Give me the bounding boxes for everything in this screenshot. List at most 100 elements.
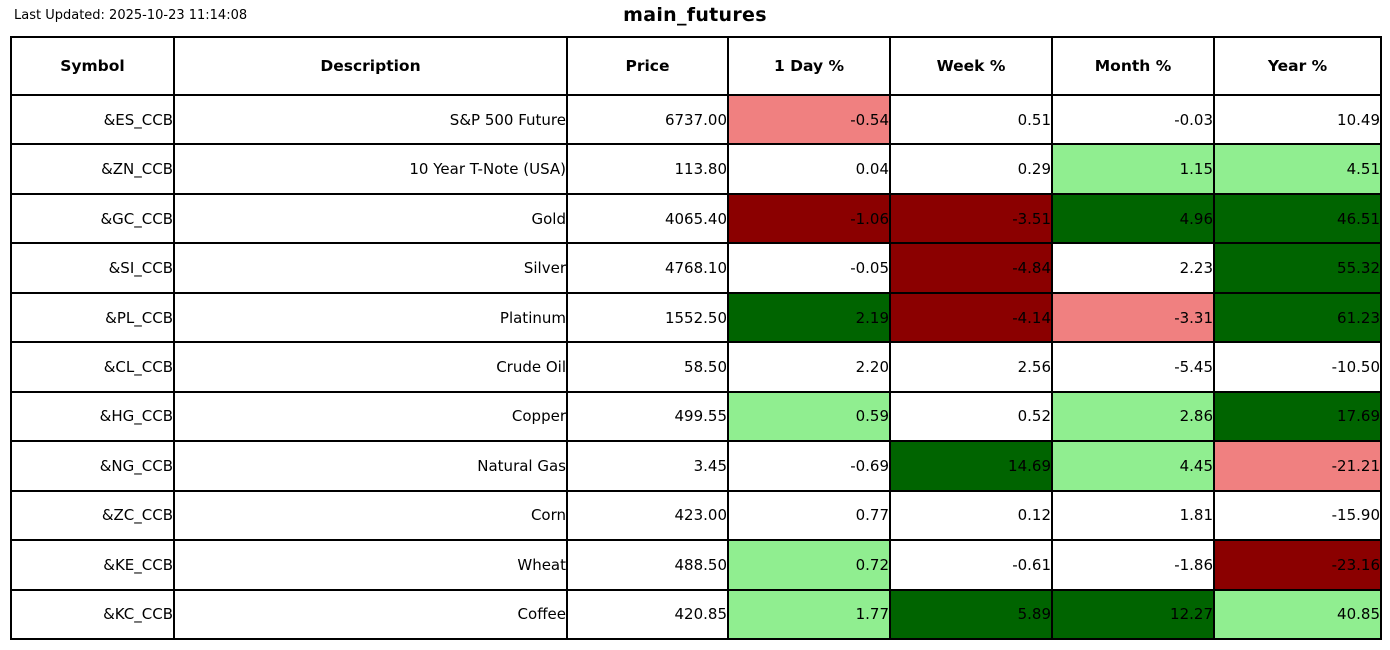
cell-year: 55.32 — [1213, 242, 1382, 294]
cell-symbol: &KE_CCB — [10, 539, 175, 591]
cell-1day: -0.05 — [727, 242, 891, 294]
futures-table-body: &ES_CCB S&P 500 Future 6737.00 -0.54 0.51 -0.… — [10, 93, 1382, 641]
cell-symbol: &CL_CCB — [10, 341, 175, 393]
last-updated-label: Last Updated: 2025-10-23 11:14:08 — [14, 8, 248, 23]
cell-year: 4.51 — [1213, 143, 1382, 195]
cell-description: 10 Year T-Note (USA) — [173, 143, 568, 195]
cell-year: -21.21 — [1213, 440, 1382, 492]
cell-1day: 2.20 — [727, 341, 891, 393]
cell-month: 1.15 — [1051, 143, 1215, 195]
cell-description: Wheat — [173, 539, 568, 591]
cell-year: 10.49 — [1213, 93, 1382, 146]
cell-price: 3.45 — [566, 440, 729, 492]
cell-year: -10.50 — [1213, 341, 1382, 393]
cell-symbol: &ES_CCB — [10, 93, 175, 146]
cell-price: 499.55 — [566, 390, 729, 443]
cell-symbol: &PL_CCB — [10, 291, 175, 344]
cell-week: 0.51 — [889, 93, 1053, 146]
column-header-price: Price — [566, 36, 729, 96]
cell-month: 2.23 — [1051, 242, 1215, 294]
table-row: &SI_CCB Silver 4768.10 -0.05 -4.84 2.23 55.32 — [10, 242, 1382, 294]
cell-symbol: &ZN_CCB — [10, 143, 175, 195]
cell-week: 0.12 — [889, 489, 1053, 542]
table-row: &NG_CCB Natural Gas 3.45 -0.69 14.69 4.45 -21.… — [10, 440, 1382, 492]
cell-week: -0.61 — [889, 539, 1053, 591]
cell-symbol: &KC_CCB — [10, 588, 175, 641]
cell-week: 0.52 — [889, 390, 1053, 443]
futures-table: Symbol Description Price 1 Day % Week % … — [10, 36, 1382, 641]
table-row: &GC_CCB Gold 4065.40 -1.06 -3.51 4.96 46.51 — [10, 192, 1382, 245]
cell-week: -3.51 — [889, 192, 1053, 245]
table-row: &HG_CCB Copper 499.55 0.59 0.52 2.86 17.69 — [10, 390, 1382, 443]
cell-description: Gold — [173, 192, 568, 245]
cell-month: 1.81 — [1051, 489, 1215, 542]
cell-price: 423.00 — [566, 489, 729, 542]
cell-symbol: &GC_CCB — [10, 192, 175, 245]
cell-description: Corn — [173, 489, 568, 542]
cell-month: 4.96 — [1051, 192, 1215, 245]
column-header-month: Month % — [1051, 36, 1215, 96]
cell-week: 5.89 — [889, 588, 1053, 641]
cell-year: 40.85 — [1213, 588, 1382, 641]
cell-1day: 0.59 — [727, 390, 891, 443]
cell-price: 420.85 — [566, 588, 729, 641]
cell-1day: 0.04 — [727, 143, 891, 195]
table-row: &ES_CCB S&P 500 Future 6737.00 -0.54 0.51 -0.… — [10, 93, 1382, 146]
cell-description: Coffee — [173, 588, 568, 641]
cell-week: 2.56 — [889, 341, 1053, 393]
cell-1day: 0.77 — [727, 489, 891, 542]
cell-price: 488.50 — [566, 539, 729, 591]
column-header-week: Week % — [889, 36, 1053, 96]
cell-description: Copper — [173, 390, 568, 443]
table-header: Symbol Description Price 1 Day % Week % … — [10, 36, 1382, 96]
cell-symbol: &NG_CCB — [10, 440, 175, 492]
cell-month: -0.03 — [1051, 93, 1215, 146]
table-row: &PL_CCB Platinum 1552.50 2.19 -4.14 -3.31 61.2… — [10, 291, 1382, 344]
cell-1day: -1.06 — [727, 192, 891, 245]
page-title: main_futures — [623, 4, 767, 26]
cell-description: Platinum — [173, 291, 568, 344]
cell-1day: 1.77 — [727, 588, 891, 641]
cell-year: 17.69 — [1213, 390, 1382, 443]
column-header-1day: 1 Day % — [727, 36, 891, 96]
cell-1day: 0.72 — [727, 539, 891, 591]
cell-description: Silver — [173, 242, 568, 294]
cell-price: 4768.10 — [566, 242, 729, 294]
cell-year: 61.23 — [1213, 291, 1382, 344]
cell-1day: -0.69 — [727, 440, 891, 492]
cell-month: 12.27 — [1051, 588, 1215, 641]
cell-price: 113.80 — [566, 143, 729, 195]
cell-description: S&P 500 Future — [173, 93, 568, 146]
cell-month: -5.45 — [1051, 341, 1215, 393]
column-header-symbol: Symbol — [10, 36, 175, 96]
table-row: &CL_CCB Crude Oil 58.50 2.20 2.56 -5.45 -10.50 — [10, 341, 1382, 393]
table-row: &KC_CCB Coffee 420.85 1.77 5.89 12.27 40.85 — [10, 588, 1382, 641]
cell-month: -3.31 — [1051, 291, 1215, 344]
cell-symbol: &SI_CCB — [10, 242, 175, 294]
table-row: &ZN_CCB 10 Year T-Note (USA) 113.80 0.04 0.2… — [10, 143, 1382, 195]
cell-price: 58.50 — [566, 341, 729, 393]
cell-month: -1.86 — [1051, 539, 1215, 591]
column-header-description: Description — [173, 36, 568, 96]
cell-1day: 2.19 — [727, 291, 891, 344]
cell-description: Natural Gas — [173, 440, 568, 492]
cell-description: Crude Oil — [173, 341, 568, 393]
cell-1day: -0.54 — [727, 93, 891, 146]
cell-symbol: &ZC_CCB — [10, 489, 175, 542]
cell-year: -15.90 — [1213, 489, 1382, 542]
cell-week: -4.84 — [889, 242, 1053, 294]
table-row: &KE_CCB Wheat 488.50 0.72 -0.61 -1.86 -23.16 — [10, 539, 1382, 591]
header-row: Symbol Description Price 1 Day % Week % … — [10, 36, 1382, 96]
cell-price: 6737.00 — [566, 93, 729, 146]
cell-week: -4.14 — [889, 291, 1053, 344]
cell-year: -23.16 — [1213, 539, 1382, 591]
cell-month: 2.86 — [1051, 390, 1215, 443]
cell-week: 14.69 — [889, 440, 1053, 492]
column-header-year: Year % — [1213, 36, 1382, 96]
cell-price: 1552.50 — [566, 291, 729, 344]
cell-year: 46.51 — [1213, 192, 1382, 245]
table-row: &ZC_CCB Corn 423.00 0.77 0.12 1.81 -15.90 — [10, 489, 1382, 542]
cell-symbol: &HG_CCB — [10, 390, 175, 443]
cell-month: 4.45 — [1051, 440, 1215, 492]
cell-price: 4065.40 — [566, 192, 729, 245]
